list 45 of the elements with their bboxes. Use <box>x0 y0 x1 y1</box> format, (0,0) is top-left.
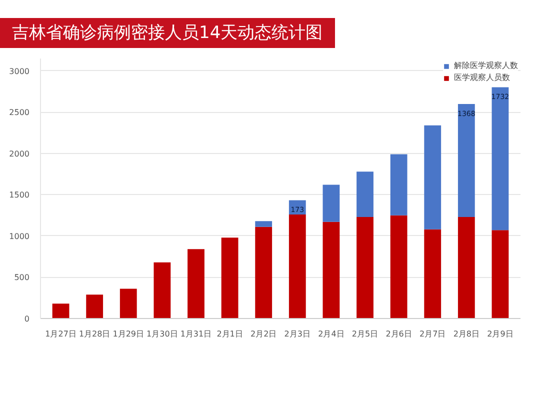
x-tick-label: 2月1日 <box>216 330 243 339</box>
bar <box>188 249 204 319</box>
x-tick-label: 2月3日 <box>284 330 310 339</box>
bar <box>424 126 442 230</box>
y-tick-label: 500 <box>14 274 30 283</box>
bar <box>390 154 408 216</box>
bar <box>255 227 272 319</box>
x-tick-label: 2月6日 <box>386 330 412 339</box>
bar <box>322 185 340 222</box>
y-tick-label: 2000 <box>9 150 30 159</box>
bar <box>458 217 475 319</box>
bar <box>492 88 509 230</box>
bar <box>255 221 272 228</box>
x-tick-label: 1月31日 <box>180 330 212 339</box>
bar <box>458 104 475 218</box>
x-tick-label: 1月28日 <box>78 330 110 339</box>
bar <box>120 289 137 319</box>
x-tick-label: 2月7日 <box>420 330 446 339</box>
x-tick-label: 1月29日 <box>112 330 144 339</box>
x-tick-label: 1月30日 <box>146 330 178 339</box>
bar <box>424 230 442 319</box>
bar <box>356 172 374 218</box>
y-tick-label: 1000 <box>9 232 30 242</box>
bar <box>492 230 509 319</box>
bar <box>390 216 408 319</box>
legend-label: 医学观察人员数 <box>454 72 510 84</box>
y-tick-label: 1500 <box>9 190 30 200</box>
x-tick-label: 2月8日 <box>453 330 480 339</box>
chart-title: 吉林省确诊病例密接人员14天动态统计图 <box>12 22 323 45</box>
bar <box>52 304 70 319</box>
legend-label: 解除医学观察人数 <box>454 60 518 72</box>
y-tick-label: 0 <box>24 314 30 324</box>
y-tick-label: 3000 <box>9 67 30 76</box>
x-tick-label: 2月2日 <box>250 330 277 339</box>
x-tick-label: 2月5日 <box>352 330 378 339</box>
y-tick-label: 2500 <box>9 108 30 118</box>
bar <box>154 262 171 319</box>
bar <box>322 222 340 319</box>
bar <box>288 214 306 319</box>
x-tick-label: 2月4日 <box>318 330 344 339</box>
bar <box>356 217 374 319</box>
x-tick-label: 1月27日 <box>45 330 76 339</box>
x-tick-label: 2月9日 <box>487 330 514 339</box>
bar <box>86 294 104 319</box>
bar <box>221 238 238 319</box>
